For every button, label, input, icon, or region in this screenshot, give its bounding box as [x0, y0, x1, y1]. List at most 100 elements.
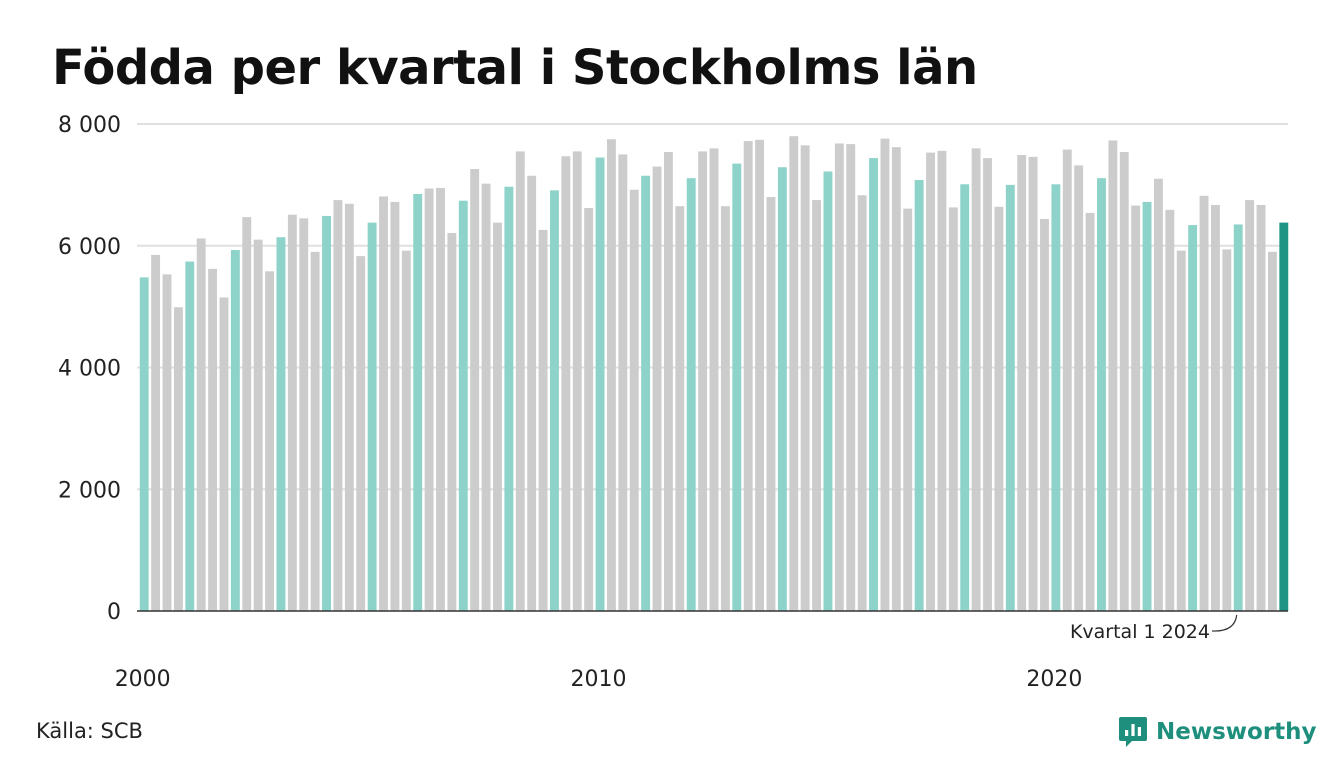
- x-tick-label: 2020: [1026, 667, 1082, 692]
- y-tick-label: 6 000: [58, 235, 121, 260]
- bar: [926, 152, 935, 612]
- bar: [379, 196, 388, 611]
- bar: [515, 151, 525, 611]
- bar: [1188, 225, 1198, 612]
- bar: [960, 184, 970, 611]
- bar: [606, 139, 616, 611]
- newsworthy-logo-icon: [1119, 717, 1147, 747]
- bar: [299, 218, 309, 612]
- bar: [276, 237, 286, 612]
- bar: [869, 158, 878, 611]
- bar: [937, 150, 947, 612]
- bar: [1199, 195, 1209, 611]
- bar: [139, 277, 149, 611]
- bar: [561, 156, 571, 611]
- bar: [641, 175, 651, 612]
- y-tick-label: 8 000: [58, 113, 121, 138]
- bar: [834, 143, 844, 612]
- bar: [333, 200, 343, 611]
- bar: [1233, 224, 1243, 611]
- bar: [914, 180, 924, 611]
- bar: [356, 256, 366, 611]
- bar: [629, 189, 639, 611]
- bar: [1028, 156, 1038, 611]
- bar: [1085, 212, 1095, 611]
- bar: [789, 136, 799, 611]
- bar: [265, 271, 274, 611]
- brand-name: Newsworthy: [1156, 719, 1317, 745]
- x-tick-label: 2000: [115, 667, 171, 692]
- bar: [253, 239, 263, 611]
- bar: [401, 250, 411, 611]
- bar: [800, 145, 810, 611]
- bar: [1108, 140, 1118, 611]
- bar: [458, 200, 468, 611]
- source-note: Källa: SCB: [36, 719, 143, 743]
- bar: [1245, 200, 1255, 611]
- bar: [173, 307, 183, 611]
- bar: [287, 214, 297, 611]
- bar: [652, 166, 662, 612]
- y-tick-label: 2 000: [58, 478, 121, 503]
- bar: [1040, 218, 1049, 611]
- bar: [390, 201, 400, 612]
- bar: [743, 141, 753, 612]
- bar: [185, 261, 195, 611]
- bar: [447, 232, 457, 611]
- bar: [857, 195, 867, 611]
- bar: [504, 186, 514, 611]
- bar: [322, 215, 331, 612]
- bar: [1005, 184, 1015, 612]
- bar: [880, 138, 890, 612]
- bar: [162, 274, 172, 611]
- bar: [686, 178, 696, 611]
- bar: [242, 217, 252, 611]
- bar: [675, 206, 685, 611]
- bar: [424, 188, 434, 611]
- bar: [584, 208, 594, 611]
- bar: [1017, 155, 1027, 612]
- annotation-arrow: [1211, 614, 1238, 632]
- bar: [230, 250, 240, 611]
- bar: [891, 147, 901, 611]
- bar: [436, 187, 445, 612]
- bar: [812, 200, 822, 611]
- bar: [470, 169, 480, 612]
- bar: [196, 238, 206, 611]
- bar: [755, 139, 765, 611]
- bar: [766, 197, 776, 612]
- bar: [846, 144, 856, 611]
- bar: [413, 194, 423, 611]
- bar: [367, 222, 377, 611]
- y-axis-ticks: 0 2 000 4 000 6 000 8 000: [58, 113, 121, 625]
- bar: [983, 158, 992, 611]
- bar: [1176, 250, 1186, 611]
- bar: [538, 229, 548, 612]
- bar: [344, 203, 354, 611]
- bar: [823, 171, 833, 612]
- bar: [948, 207, 958, 611]
- bar: [527, 175, 537, 612]
- bar: [1051, 184, 1061, 611]
- annotation-label: Kvartal 1 2024: [1070, 621, 1210, 643]
- y-tick-label: 0: [107, 600, 121, 625]
- bar: [1210, 204, 1220, 611]
- bar: [1222, 249, 1232, 611]
- bars: [139, 136, 1289, 612]
- bar: [1256, 204, 1266, 611]
- bar: [732, 163, 742, 611]
- bar: [310, 251, 320, 611]
- bar: [1097, 178, 1106, 611]
- bar: [208, 268, 218, 611]
- page-title: Födda per kvartal i Stockholms län: [52, 40, 978, 96]
- bar: [903, 208, 913, 611]
- bar: [720, 206, 730, 611]
- x-tick-label: 2010: [571, 667, 627, 692]
- bar: [1267, 251, 1277, 611]
- bar: [1154, 178, 1163, 612]
- bar: [219, 297, 229, 611]
- bar: [1074, 165, 1084, 611]
- bar: [971, 148, 981, 611]
- bar: [151, 254, 161, 611]
- bar: [1279, 222, 1289, 611]
